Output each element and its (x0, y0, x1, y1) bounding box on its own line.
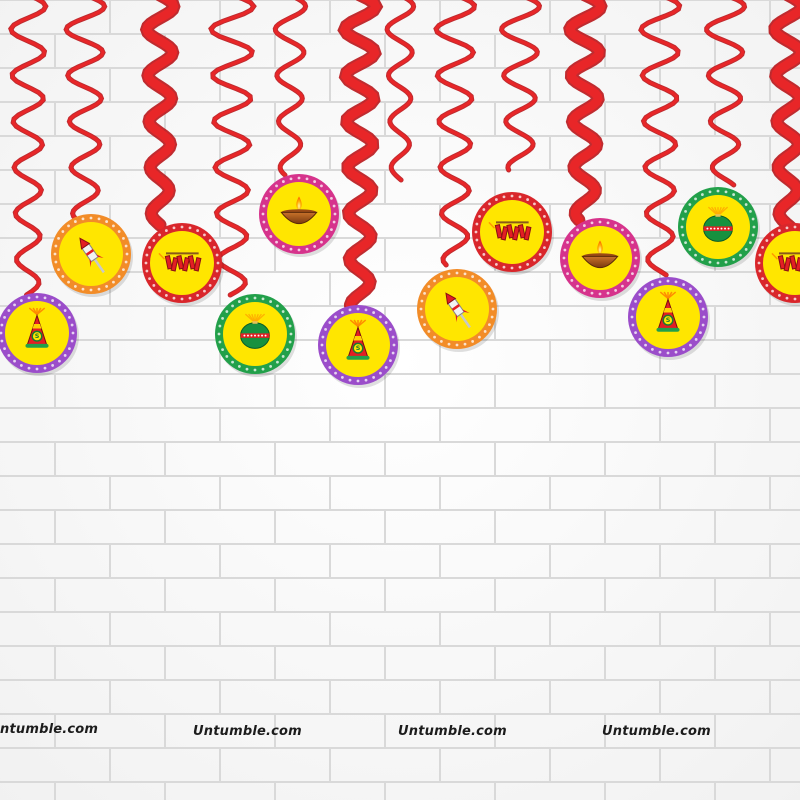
cone-firecracker-ornament: S (0, 293, 79, 376)
watermark-text: Untumble.com (398, 724, 507, 739)
cone-firecracker-ornament: S (628, 277, 710, 360)
spiral-ribbon-highlight (339, 0, 381, 310)
cone-label: S (35, 332, 40, 340)
spiral-ribbon-highlight (273, 0, 308, 177)
cone-label: S (666, 316, 671, 324)
rocket-ornament (51, 214, 133, 297)
spiral-ribbon-highlight (434, 0, 476, 267)
rocket-icon (79, 237, 105, 274)
rocket-ornament (417, 269, 499, 352)
diya-icon (581, 240, 619, 269)
spiral-ribbon-highlight (64, 0, 107, 227)
hanging-ornaments: S S S (0, 174, 800, 388)
spiral-ribbon-highlight (565, 0, 606, 225)
spiral-ribbon-highlight (385, 0, 416, 182)
rocket-icon (445, 292, 471, 329)
anar-ornament (678, 187, 760, 270)
anar-ornament (215, 294, 297, 377)
watermark-text: Untumble.com (193, 724, 302, 739)
anar-icon (703, 206, 733, 242)
spiral-ribbon-highlight (9, 0, 48, 297)
watermark-text: Untumble.com (602, 724, 711, 739)
cracker-string-icon (488, 221, 532, 241)
watermark-text: ntumble.com (0, 722, 99, 737)
diya-ornament (259, 174, 341, 257)
cracker-string-ornament (142, 223, 224, 306)
cracker-string-icon (771, 252, 800, 272)
spiral-ribbon-highlight (705, 0, 747, 187)
spiral-ribbon-highlight (209, 0, 256, 297)
cone-cracker-icon: S (346, 319, 370, 360)
cracker-string-ornament (472, 192, 554, 275)
cone-firecracker-ornament: S (318, 305, 400, 388)
cracker-string-icon (158, 252, 202, 272)
diya-icon (280, 196, 318, 225)
cone-cracker-icon: S (25, 307, 49, 348)
spiral-ribbon-highlight (500, 0, 541, 172)
spiral-ribbon-highlight (770, 0, 800, 240)
hanging-spiral-ribbons (8, 0, 800, 312)
cone-label: S (356, 344, 361, 352)
spiral-ribbon-highlight (639, 0, 682, 277)
diya-ornament (560, 218, 642, 301)
cone-cracker-icon: S (656, 291, 680, 332)
anar-icon (240, 313, 270, 349)
spiral-ribbon-highlight (142, 0, 179, 230)
cracker-string-ornament (755, 223, 800, 306)
